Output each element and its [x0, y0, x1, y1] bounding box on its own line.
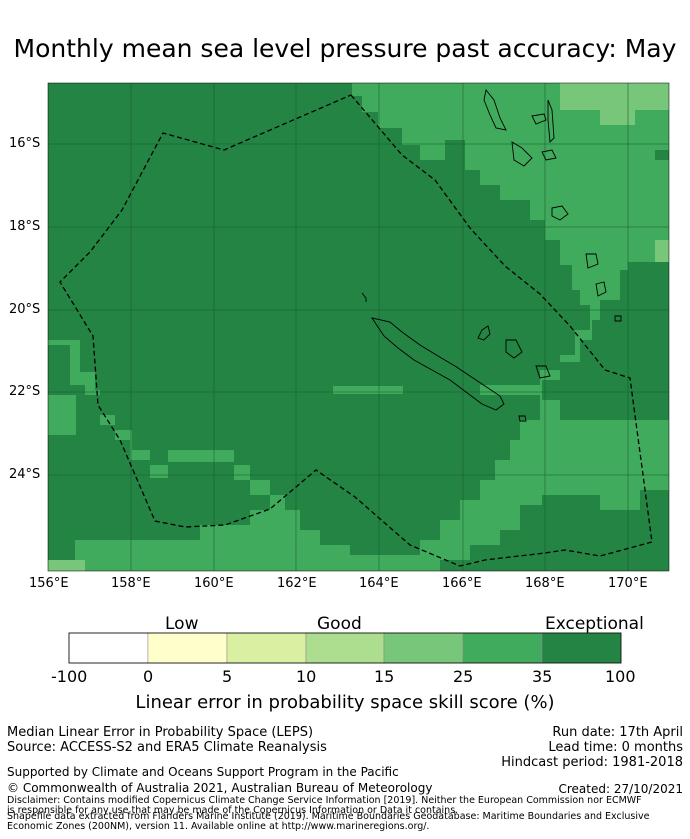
field-good-mid-patch [655, 240, 669, 262]
colorbar-label: Linear error in probability space skill … [135, 692, 555, 713]
lon-label: 166°E [442, 576, 482, 591]
lon-label: 168°E [525, 576, 565, 591]
colorbar-tick: 5 [222, 667, 233, 686]
vanuatu-island-a [531, 113, 547, 125]
vanuatu-malekula [511, 141, 533, 167]
lat-label: 24°S [9, 467, 41, 482]
supported-by: Supported by Climate and Oceans Support … [7, 765, 399, 779]
vanuatu-espiritu [483, 88, 507, 131]
lead-time: Lead time: 0 months [548, 740, 683, 755]
field-good-high-patch2 [333, 386, 403, 394]
colorbar-seg-3 [305, 632, 385, 664]
colorbar-seg-4 [383, 632, 464, 664]
loyalty-island-3 [535, 365, 551, 379]
colorbar-tick: -100 [51, 667, 88, 686]
source-line: Source: ACCESS-S2 and ERA5 Climate Reana… [7, 740, 327, 755]
lat-label: 16°S [9, 136, 41, 151]
lon-label: 158°E [111, 576, 151, 591]
lat-label: 22°S [9, 384, 41, 399]
field-good-mid-patch2 [48, 560, 85, 571]
leps-description: Median Linear Error in Probability Space… [7, 725, 314, 740]
coastlines [361, 88, 622, 422]
colorbar-category-exceptional: Exceptional [545, 614, 644, 634]
gridlines [48, 83, 669, 571]
shapefile-credit: Shapefile data extracted from Flanders M… [7, 811, 650, 832]
colorbar-seg-5 [462, 632, 543, 664]
colorbar-category-low: Low [165, 614, 199, 634]
vanuatu-island-b [547, 99, 555, 143]
loyalty-island-2 [505, 339, 523, 359]
lat-label: 20°S [9, 302, 41, 317]
colorbar-seg-0 [68, 632, 149, 664]
chesterfield-islet [361, 292, 367, 302]
lon-label: 160°E [194, 576, 234, 591]
map-title: Monthly mean sea level pressure past acc… [13, 34, 677, 63]
hindcast-period: Hindcast period: 1981-2018 [501, 755, 683, 770]
vanuatu-island-e [595, 281, 607, 297]
colorbar-tick: 25 [453, 667, 474, 686]
eez-boundary [59, 94, 653, 567]
colorbar-seg-2 [226, 632, 307, 664]
vanuatu-island-d [585, 253, 599, 269]
lat-label: 18°S [9, 219, 41, 234]
colorbar-tick: 0 [143, 667, 154, 686]
run-date: Run date: 17th April [552, 725, 683, 740]
lon-label: 170°E [608, 576, 648, 591]
copyright: © Commonwealth of Australia 2021, Austra… [7, 781, 433, 795]
colorbar-tick: 15 [374, 667, 395, 686]
isle-of-pines-outline [518, 415, 527, 422]
colorbar-category-good: Good [317, 614, 362, 634]
vanuatu-island-c [551, 205, 569, 221]
lon-label: 164°E [359, 576, 399, 591]
lon-label: 162°E [277, 576, 317, 591]
field-good-high-patch [48, 395, 76, 435]
disclaimer: Disclaimer: Contains modified Copernicus… [7, 795, 642, 816]
colorbar-tick: 10 [296, 667, 317, 686]
field-good-mid [560, 83, 669, 125]
colorbar-tick: 35 [532, 667, 553, 686]
colorbar [68, 632, 622, 664]
vanuatu-efate [541, 149, 557, 161]
colorbar-tick: 100 [605, 667, 636, 686]
colorbar-seg-6 [541, 632, 622, 664]
loyalty-island-1 [477, 325, 491, 341]
vanuatu-island-f [614, 315, 622, 322]
created-date: Created: 27/10/2021 [558, 782, 683, 796]
lon-label: 156°E [29, 576, 69, 591]
colorbar-seg-1 [147, 632, 228, 664]
skill-field [48, 83, 669, 571]
new-caledonia-outline [371, 317, 505, 411]
field-exceptional-interior [48, 83, 590, 555]
map-frame [47, 82, 670, 572]
